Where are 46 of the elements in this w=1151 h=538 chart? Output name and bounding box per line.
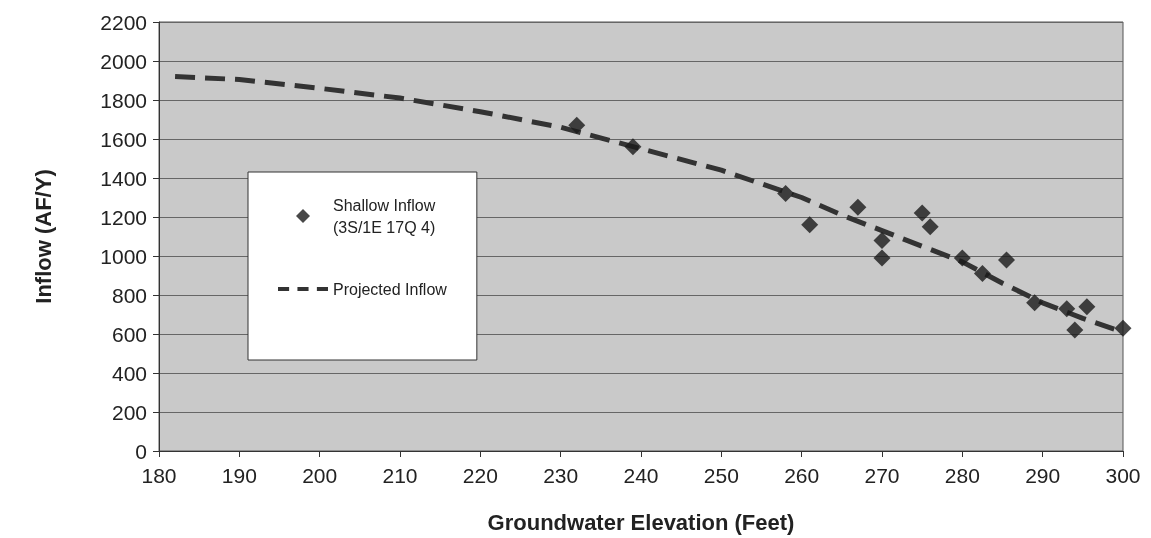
y-tick-label: 400 (111, 361, 147, 385)
point (873, 231, 891, 249)
x-tick-label: 290 (1025, 464, 1061, 487)
point (1078, 298, 1096, 316)
y-tick-label: 2000 (100, 49, 147, 73)
x-tick-label: 300 (1105, 464, 1141, 487)
y-tick-label: 1400 (100, 166, 147, 190)
x-tick-label: 230 (543, 464, 579, 487)
y-tick-label: 1200 (100, 205, 147, 229)
point (1114, 319, 1132, 337)
x-tick-label: 260 (784, 464, 820, 487)
y-tick-label: 200 (111, 400, 147, 424)
y-tick-label: 2200 (100, 10, 147, 34)
x-axis-title: Groundwater Elevation (Feet) (487, 509, 795, 535)
point (624, 138, 642, 156)
point (1058, 300, 1076, 318)
y-tick-label: 0 (135, 439, 147, 463)
legend-label: Shallow Inflow (3S/1E 17Q 4) (333, 196, 436, 236)
x-tick-label: 220 (462, 464, 498, 487)
x-tick-label: 250 (703, 464, 739, 487)
point (849, 198, 867, 216)
x-tick-label: 210 (382, 464, 418, 487)
point (1026, 294, 1044, 312)
y-tick-label: 1600 (100, 127, 147, 151)
y-tick-label: 1800 (100, 88, 147, 112)
x-tick-label: 180 (141, 464, 177, 487)
x-tick-label: 270 (864, 464, 900, 487)
x-tick-label: 200 (302, 464, 338, 487)
point (998, 251, 1016, 269)
y-tick-label: 1000 (100, 244, 147, 268)
point (777, 185, 795, 203)
point (953, 249, 971, 267)
x-tick-label: 240 (623, 464, 659, 487)
point (568, 116, 586, 134)
point (1066, 321, 1084, 339)
x-tick-label: 190 (221, 464, 257, 487)
point (801, 216, 819, 234)
point (973, 265, 991, 283)
point (913, 204, 931, 222)
point (921, 218, 939, 236)
y-tick-label: 600 (111, 322, 147, 346)
x-tick-label: 280 (944, 464, 980, 487)
legend-label: Projected Inflow (333, 280, 448, 298)
y-axis-title: Inflow (AF/Y) (30, 169, 56, 304)
point (873, 249, 891, 267)
y-tick-label: 800 (111, 283, 147, 307)
